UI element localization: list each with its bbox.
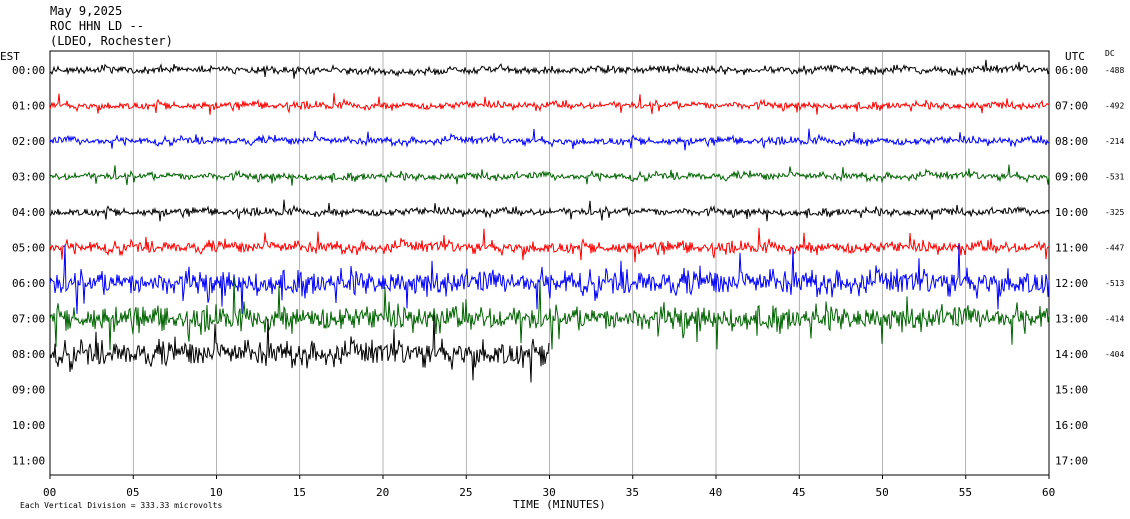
- est-time-label: 09:00: [12, 384, 45, 397]
- seismic-trace-0600: [49, 243, 1050, 314]
- station-network: (LDEO, Rochester): [50, 34, 173, 48]
- utc-time-label: 12:00: [1055, 277, 1088, 290]
- utc-axis-title: UTC: [1065, 50, 1085, 63]
- dc-offset-label: -325: [1105, 208, 1124, 217]
- x-tick-label: 10: [210, 486, 223, 499]
- x-tick-label: 35: [626, 486, 639, 499]
- seismic-trace-0800: [49, 314, 550, 383]
- dc-offset-label: -492: [1105, 102, 1124, 111]
- dc-offset-label: -513: [1105, 279, 1124, 288]
- est-time-label: 11:00: [12, 455, 45, 468]
- est-time-label: 08:00: [12, 348, 45, 361]
- x-axis-title: TIME (MINUTES): [513, 498, 606, 511]
- est-time-label: 03:00: [12, 171, 45, 184]
- est-time-label: 01:00: [12, 100, 45, 113]
- station-code: ROC HHN LD --: [50, 19, 144, 33]
- seismic-trace-0400: [49, 199, 1050, 222]
- scale-note: Each Vertical Division = 333.33 microvol…: [20, 501, 222, 510]
- utc-time-label: 10:00: [1055, 206, 1088, 219]
- est-time-label: 05:00: [12, 242, 45, 255]
- utc-time-label: 08:00: [1055, 135, 1088, 148]
- dc-offset-label: -414: [1105, 315, 1124, 324]
- utc-time-label: 13:00: [1055, 313, 1088, 326]
- x-tick-label: 00: [43, 486, 56, 499]
- seismic-trace-0300: [49, 164, 1050, 186]
- est-time-label: 04:00: [12, 206, 45, 219]
- dc-offset-label: -447: [1105, 244, 1124, 253]
- est-time-label: 07:00: [12, 313, 45, 326]
- est-axis-title: EST: [0, 50, 20, 63]
- x-tick-label: 60: [1042, 486, 1055, 499]
- seismic-trace-0700: [49, 276, 1050, 351]
- utc-time-label: 17:00: [1055, 455, 1088, 468]
- utc-time-label: 09:00: [1055, 171, 1088, 184]
- seismic-trace-0500: [49, 227, 1050, 263]
- utc-time-label: 16:00: [1055, 419, 1088, 432]
- x-tick-label: 55: [959, 486, 972, 499]
- dc-offset-label: -488: [1105, 66, 1124, 75]
- seismic-trace-0200: [49, 128, 1050, 151]
- x-tick-label: 30: [543, 486, 556, 499]
- dc-offset-label: -214: [1105, 137, 1124, 146]
- utc-time-label: 06:00: [1055, 64, 1088, 77]
- seismic-trace-0000: [49, 59, 1050, 79]
- x-tick-label: 20: [376, 486, 389, 499]
- x-tick-label: 05: [126, 486, 139, 499]
- utc-time-label: 07:00: [1055, 100, 1088, 113]
- utc-time-label: 15:00: [1055, 384, 1088, 397]
- dc-offset-label: -531: [1105, 173, 1124, 182]
- utc-time-label: 14:00: [1055, 348, 1088, 361]
- seismic-trace-0100: [49, 93, 1050, 115]
- est-time-label: 10:00: [12, 419, 45, 432]
- chart-date: May 9,2025: [50, 4, 123, 18]
- x-tick-label: 40: [709, 486, 722, 499]
- x-tick-label: 25: [459, 486, 472, 499]
- x-tick-label: 45: [792, 486, 805, 499]
- dc-offset-label: -404: [1105, 350, 1124, 359]
- utc-time-label: 11:00: [1055, 242, 1088, 255]
- axis-labels: 00 05 10 15 20 25 30 35 40 45 50 55 60 00:00 06:00 -488…: [12, 64, 1124, 499]
- est-time-label: 06:00: [12, 277, 45, 290]
- dc-axis-title: DC: [1105, 49, 1115, 58]
- chart-grid: [49, 50, 1050, 479]
- x-tick-label: 50: [876, 486, 889, 499]
- seismic-traces: [49, 59, 1050, 383]
- est-time-label: 02:00: [12, 135, 45, 148]
- x-tick-label: 15: [293, 486, 306, 499]
- est-time-label: 00:00: [12, 64, 45, 77]
